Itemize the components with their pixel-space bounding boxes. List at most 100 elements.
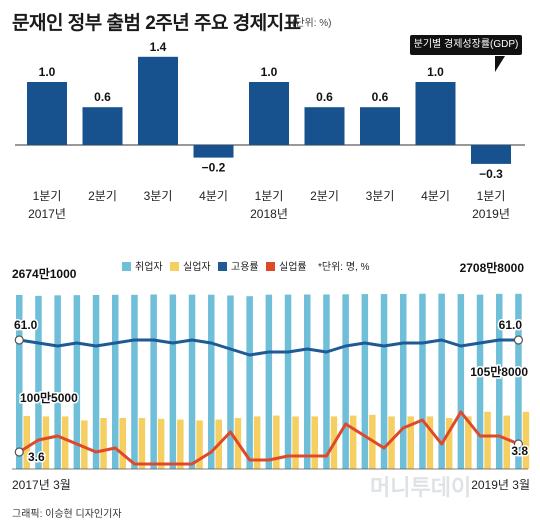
unit-label: *단위: 명, % [318,260,370,273]
bar [131,294,138,469]
bar [157,418,165,469]
data-label: 0.6 [94,90,111,104]
bar [169,294,177,469]
data-label: −0.3 [479,167,503,181]
legend-label: 취업자 [135,260,163,273]
point [14,335,24,345]
bar [503,415,510,469]
data-label: 3.6 [28,450,45,464]
bar [380,294,388,469]
bar [311,416,318,469]
bar [177,419,184,469]
legend-swatch [170,262,179,271]
data-label: 2674만1000 [12,266,77,281]
year-label: 2018년 [250,207,288,221]
year-label: 2017년 [28,207,66,221]
bar [273,415,280,469]
bar [284,294,292,469]
data-label: 0.6 [316,90,333,104]
tick-label: 4분기 [421,189,450,203]
bar [150,294,157,469]
bar [27,82,67,145]
data-label: 100만5000 [20,390,78,405]
bar [419,293,426,469]
bar [445,418,453,469]
bar [438,293,445,469]
series-line-employment-rate [19,338,519,357]
bar [42,416,50,469]
bar [193,145,234,158]
tick-label: 3분기 [144,189,173,203]
bar [388,416,395,469]
series-line-unemployment-rate [18,410,520,466]
gdp-chart: 1.0 1분기 0.6 2분기 1.4 3분기 −0.2 4분기 1.0 1분기 0.6 2분기 0.6… [15,40,525,221]
bar [515,293,522,469]
bar [35,295,42,469]
bar [82,107,123,145]
bar [304,294,311,469]
bar [81,420,88,469]
bar [496,293,503,469]
data-label: 1.0 [261,65,278,79]
gdp-annotation: 분기별 경제성장률(GDP) [410,35,522,55]
bar [249,82,289,145]
legend-swatch [122,262,131,271]
bar [426,416,434,469]
bar [119,418,126,469]
tick-label: 1분기 [255,189,284,203]
tick-label: 2019년 3월 [471,478,530,492]
bar [253,416,261,469]
data-label: 61.0 [499,318,523,332]
bar [61,416,69,469]
legend-swatch [266,262,275,271]
legend-label: 실업자 [183,260,211,273]
legend-label: 고용률 [231,261,259,273]
bar [471,145,511,164]
data-label: 105만8000 [470,364,528,379]
year-label: 2019년 [472,207,510,221]
bar [400,293,407,469]
bar [349,415,357,469]
bar [265,294,273,469]
bar [361,294,369,469]
page-title: 문재인 정부 출범 2주년 주요 경제지표 [12,13,301,34]
bar [484,411,491,469]
data-label: 0.6 [372,90,389,104]
tick-label: 3분기 [366,189,395,203]
bar [457,294,465,469]
bar [138,418,146,469]
bar [292,416,299,469]
unit-label: (단위: %) [292,18,332,29]
data-label: 1.4 [150,40,167,54]
point [513,335,524,345]
credit: 그래픽: 이승현 디자인기자 [12,509,122,520]
bar [112,294,119,469]
bar [323,294,330,469]
bar [342,294,349,469]
bar [23,416,30,469]
tick-label: 1분기 [477,189,506,203]
bar [522,411,530,469]
point [14,447,24,457]
point [513,439,524,449]
data-label: 1.0 [39,65,56,79]
data-label: 61.0 [14,318,38,332]
data-label: 2708만8000 [460,260,525,275]
legend-swatch [218,262,227,271]
bar [100,418,107,469]
bar [196,420,203,469]
tick-label: 2분기 [88,189,117,203]
bar [138,56,178,145]
bar [16,295,23,469]
bar [304,107,345,145]
tick-label: 2분기 [310,189,339,203]
tick-label: 4분기 [199,189,228,203]
bar [188,294,196,469]
bar [54,295,61,469]
bar [360,107,400,145]
bar [208,294,215,469]
bar [73,295,81,469]
bar [92,294,100,469]
tick-label: 1분기 [33,189,62,203]
